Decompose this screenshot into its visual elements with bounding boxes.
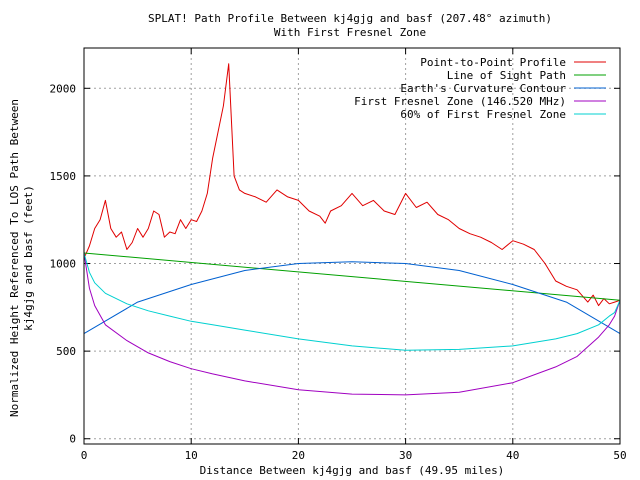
grid-layer xyxy=(83,48,621,444)
series-line-0 xyxy=(83,63,621,307)
y-axis-label-line1: Normalized Height Referenced To LOS Path… xyxy=(8,99,21,417)
x-tick-label: 0 xyxy=(81,449,88,462)
y-tick-label: 500 xyxy=(56,345,76,358)
series-line-3 xyxy=(83,252,621,396)
legend-label: Line of Sight Path xyxy=(447,69,566,82)
y-tick-label: 1000 xyxy=(50,258,77,271)
y-tick-label: 0 xyxy=(69,433,76,446)
series-layer xyxy=(83,63,621,396)
series-line-1 xyxy=(83,252,621,301)
series-line-2 xyxy=(83,261,621,335)
x-tick-label: 20 xyxy=(292,449,305,462)
x-tick-label: 50 xyxy=(613,449,626,462)
y-axis-label-line2: kj4gjg and basf (feet) xyxy=(22,185,35,331)
legend-label: Earth's Curvature Contour xyxy=(400,82,566,95)
y-tick-label: 1500 xyxy=(50,170,77,183)
legend-label: First Fresnel Zone (146.520 MHz) xyxy=(354,95,566,108)
series-line-4 xyxy=(83,252,621,351)
plot-frame xyxy=(83,47,621,445)
chart-title: SPLAT! Path Profile Between kj4gjg and b… xyxy=(148,12,552,25)
legend-label: Point-to-Point Profile xyxy=(420,56,566,69)
y-tick-label: 2000 xyxy=(50,82,77,95)
x-axis-label: Distance Between kj4gjg and basf (49.95 … xyxy=(200,464,505,477)
x-tick-label: 10 xyxy=(185,449,198,462)
x-tick-label: 40 xyxy=(506,449,519,462)
legend-label: 60% of First Fresnel Zone xyxy=(400,108,566,121)
chart-subtitle: With First Fresnel Zone xyxy=(274,26,426,39)
x-tick-label: 30 xyxy=(399,449,412,462)
